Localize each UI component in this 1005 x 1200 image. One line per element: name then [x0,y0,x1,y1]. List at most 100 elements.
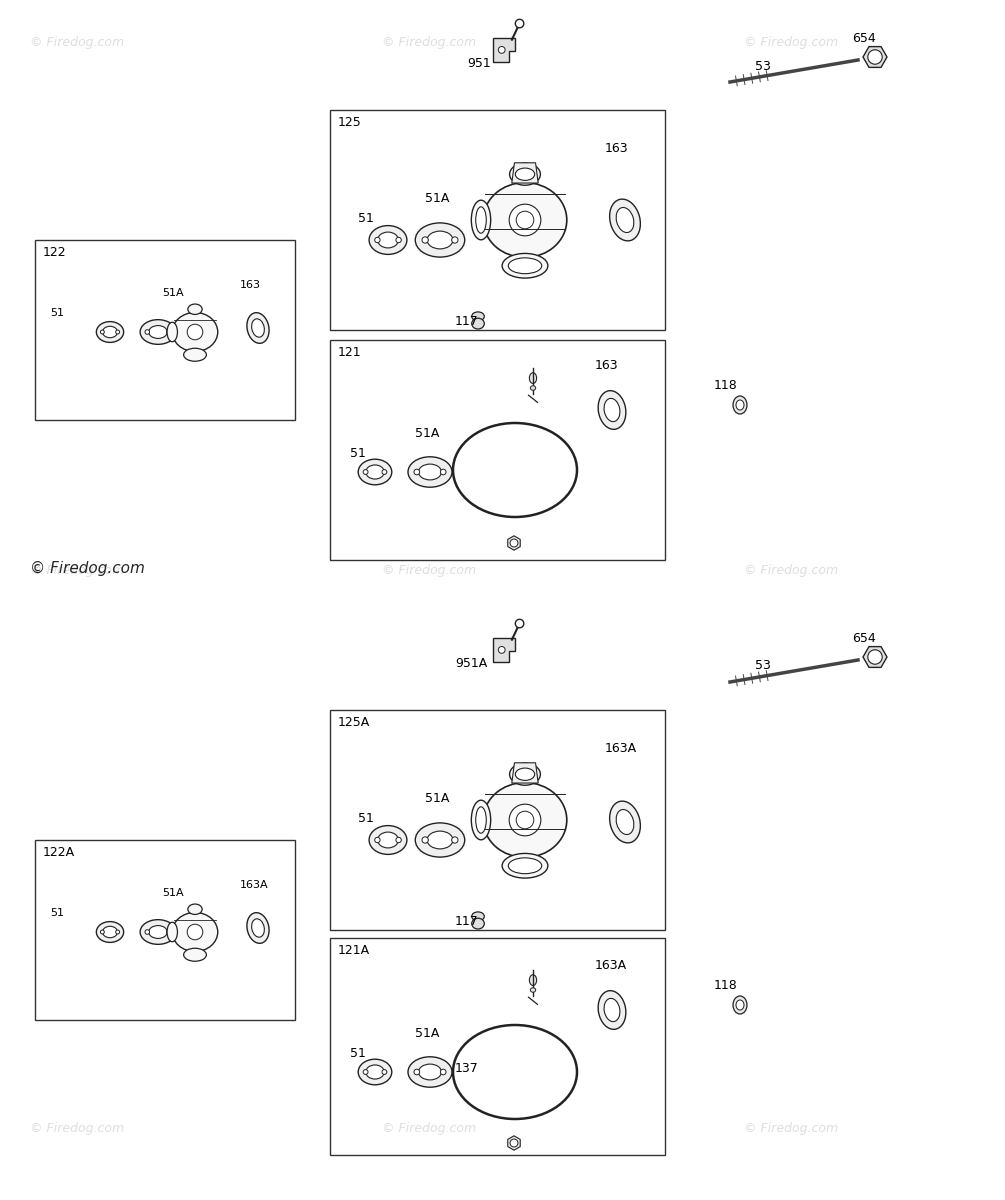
Ellipse shape [251,919,264,937]
Ellipse shape [502,253,548,278]
Ellipse shape [471,200,490,240]
Text: 951A: 951A [455,658,487,670]
Circle shape [516,619,524,628]
Polygon shape [508,535,521,550]
Ellipse shape [415,823,464,857]
Ellipse shape [358,460,392,485]
Text: 53: 53 [755,60,771,73]
Text: 125: 125 [338,116,362,128]
Text: 118: 118 [714,379,738,392]
Ellipse shape [358,1060,392,1085]
Text: 163: 163 [240,280,261,290]
Ellipse shape [471,912,484,920]
Ellipse shape [378,232,398,248]
Circle shape [396,838,401,842]
Bar [35,240,295,420]
Ellipse shape [531,385,536,390]
Ellipse shape [509,258,542,274]
Text: 654: 654 [852,632,875,646]
Ellipse shape [471,800,490,840]
Ellipse shape [516,168,535,180]
Text: 122: 122 [43,246,66,259]
Circle shape [375,838,380,842]
Circle shape [187,324,203,340]
Ellipse shape [247,313,269,343]
Text: 118: 118 [714,979,738,992]
Ellipse shape [184,348,206,361]
Ellipse shape [502,853,548,878]
Ellipse shape [616,810,634,834]
Text: © Firedog.com: © Firedog.com [382,36,476,49]
Ellipse shape [96,322,124,342]
Ellipse shape [516,768,535,780]
Ellipse shape [604,998,620,1021]
Text: 163A: 163A [605,742,637,755]
Ellipse shape [369,826,407,854]
Ellipse shape [418,464,441,480]
Circle shape [414,1069,420,1075]
Circle shape [498,47,506,53]
Text: 51A: 51A [415,1027,439,1040]
Ellipse shape [103,326,118,337]
Polygon shape [863,47,887,67]
Bar [330,938,665,1154]
Ellipse shape [531,988,536,992]
Circle shape [511,539,518,547]
Ellipse shape [172,312,218,352]
Circle shape [498,647,506,653]
Text: 951: 951 [467,56,490,70]
Circle shape [414,469,420,475]
Text: 163: 163 [605,142,628,155]
Ellipse shape [184,948,206,961]
Circle shape [867,649,882,665]
Polygon shape [493,638,516,661]
Ellipse shape [598,991,626,1030]
Text: © Firedog.com: © Firedog.com [30,1122,125,1135]
Circle shape [440,1069,446,1075]
Circle shape [187,924,203,940]
Circle shape [451,836,458,844]
Ellipse shape [96,922,124,942]
Ellipse shape [167,923,178,942]
Ellipse shape [604,398,620,421]
Ellipse shape [251,319,264,337]
Ellipse shape [483,182,567,257]
Ellipse shape [167,323,178,342]
Text: 51A: 51A [415,427,439,440]
Polygon shape [508,1135,521,1150]
Text: 121A: 121A [338,944,370,958]
Text: © Firedog.com: © Firedog.com [382,564,476,577]
Text: 122A: 122A [43,846,75,859]
Ellipse shape [149,925,167,938]
Ellipse shape [483,782,567,857]
Ellipse shape [418,1064,441,1080]
Circle shape [116,930,120,934]
Bar [330,710,665,930]
Circle shape [375,238,380,242]
Text: 51: 51 [350,446,366,460]
Circle shape [516,19,524,28]
Circle shape [116,330,120,334]
Ellipse shape [408,457,452,487]
Ellipse shape [369,226,407,254]
Text: 137: 137 [455,1062,478,1075]
Text: 163: 163 [595,359,619,372]
Circle shape [422,236,428,244]
Ellipse shape [530,974,537,985]
Circle shape [145,930,150,935]
Ellipse shape [366,464,384,479]
Text: 53: 53 [755,659,771,672]
Circle shape [145,330,150,335]
Circle shape [100,330,105,334]
Circle shape [382,1069,387,1074]
Bar [330,110,665,330]
Ellipse shape [598,391,626,430]
Circle shape [867,49,882,64]
Ellipse shape [509,858,542,874]
Ellipse shape [188,904,202,914]
Ellipse shape [471,318,484,329]
Text: 51: 51 [358,212,374,226]
Text: © Firedog.com: © Firedog.com [30,564,125,577]
Bar [35,840,295,1020]
Ellipse shape [427,232,453,248]
